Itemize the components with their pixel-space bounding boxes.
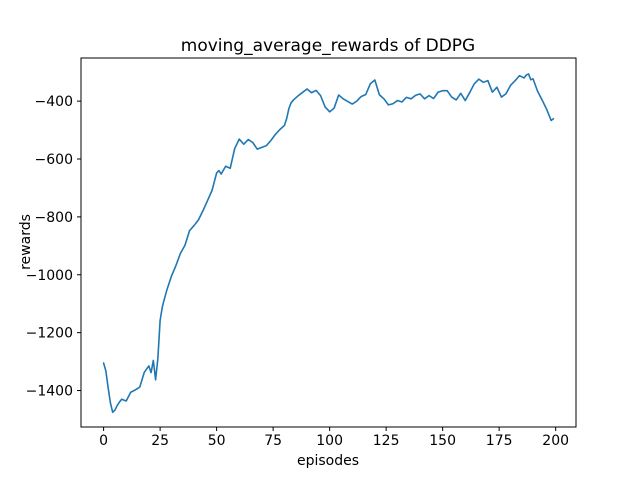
y-tick-label: −1000 [26, 268, 73, 284]
x-tick-label: 0 [99, 433, 108, 449]
x-tick-label: 150 [429, 433, 456, 449]
chart-title: moving_average_rewards of DDPG [181, 36, 475, 56]
chart-dynamic-layer: 0 25 50 75 100 125 150 175 200 −1400 −1200 −1000 −80… [26, 73, 569, 449]
x-axis-label: episodes [297, 453, 359, 469]
x-tick-label: 75 [264, 433, 282, 449]
y-tick-label: −1400 [26, 384, 73, 400]
x-tick-label: 200 [542, 433, 569, 449]
x-tick-label: 100 [316, 433, 343, 449]
x-tick-label: 125 [373, 433, 400, 449]
y-tick-label: −600 [35, 152, 73, 168]
y-tick-label: −800 [35, 210, 73, 226]
reward-line [102, 73, 555, 414]
x-tick-label: 50 [208, 433, 226, 449]
x-tick-label: 25 [151, 433, 169, 449]
x-tick-label: 175 [486, 433, 513, 449]
y-tick-label: −400 [35, 94, 73, 110]
y-tick-label: −1200 [26, 326, 73, 342]
y-axis-label: rewards [18, 214, 34, 270]
plot-area [80, 57, 577, 428]
